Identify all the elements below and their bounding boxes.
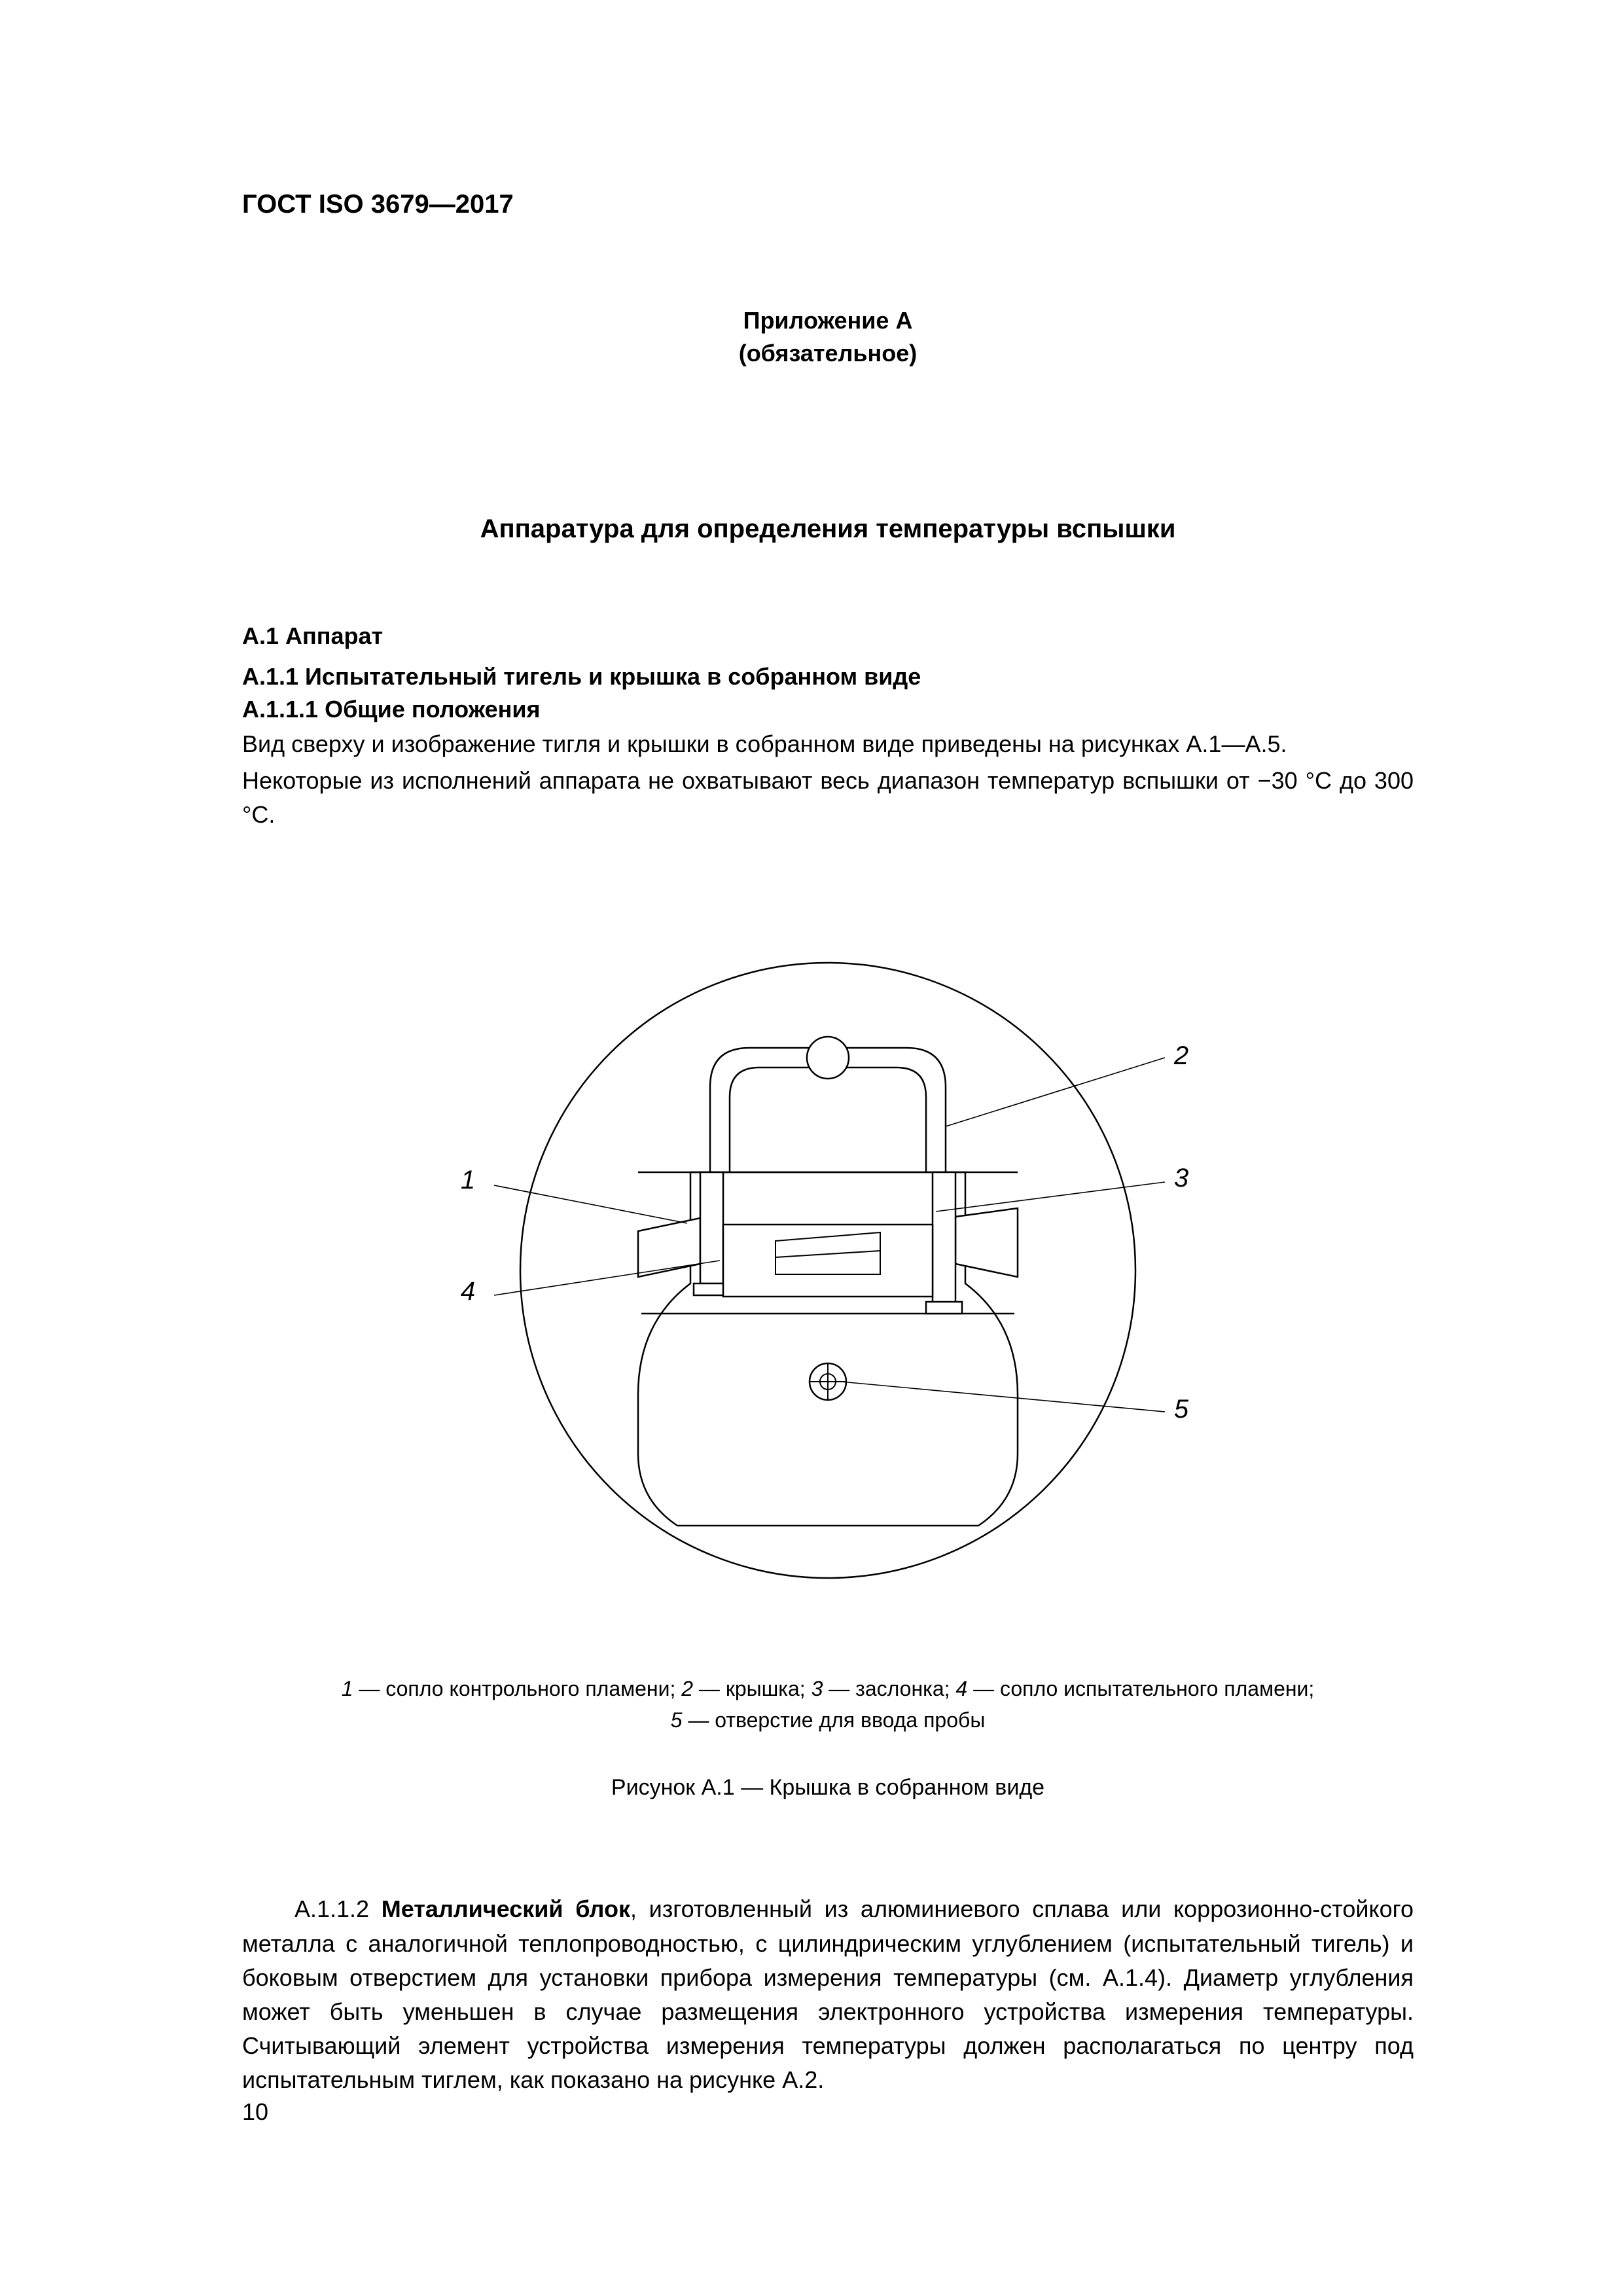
annex-label: Приложение А — [743, 307, 913, 334]
section-a1-heading: А.1 Аппарат — [242, 622, 1414, 650]
page-number: 10 — [242, 2098, 268, 2126]
annex-heading: Приложение А (обязательное) — [242, 304, 1414, 370]
legend-line-2: 5 — отверстие для ввода пробы — [242, 1704, 1414, 1736]
svg-text:3: 3 — [1174, 1164, 1188, 1193]
a111-paragraph-1: Вид сверху и изображение тигля и крышки … — [242, 727, 1414, 761]
figure-a1-svg: 1 2 3 4 5 — [376, 910, 1279, 1630]
section-a111-heading: А.1.1.1 Общие положения — [242, 696, 1414, 723]
svg-text:4: 4 — [461, 1277, 475, 1306]
legend-line-1: 1 — сопло контрольного пламени; 2 — крыш… — [242, 1673, 1414, 1704]
svg-text:1: 1 — [461, 1166, 475, 1194]
section-a11-heading: А.1.1 Испытательный тигель и крышка в со… — [242, 663, 1414, 691]
figure-legend: 1 — сопло контрольного пламени; 2 — крыш… — [242, 1673, 1414, 1736]
main-title: Аппаратура для определения температуры в… — [242, 514, 1414, 544]
a112-paragraph: А.1.1.2 Металлический блок, изготовленны… — [242, 1892, 1414, 2097]
annex-type: (обязательное) — [739, 340, 918, 367]
figure-a1: 1 2 3 4 5 — [242, 910, 1414, 1634]
svg-text:5: 5 — [1174, 1395, 1189, 1424]
a111-paragraph-2: Некоторые из исполнений аппарата не охва… — [242, 764, 1414, 832]
document-page: ГОСТ ISO 3679—2017 Приложение А (обязате… — [0, 0, 1623, 2296]
standard-header: ГОСТ ISO 3679—2017 — [242, 190, 1414, 219]
svg-text:2: 2 — [1173, 1041, 1188, 1070]
figure-caption: Рисунок А.1 — Крышка в собранном виде — [242, 1775, 1414, 1801]
a112-prefix: А.1.1.2 — [294, 1895, 382, 1922]
a112-bold: Металлический блок — [382, 1895, 630, 1922]
a112-rest: , изготовленный из алюминиевого сплава и… — [242, 1895, 1414, 2093]
